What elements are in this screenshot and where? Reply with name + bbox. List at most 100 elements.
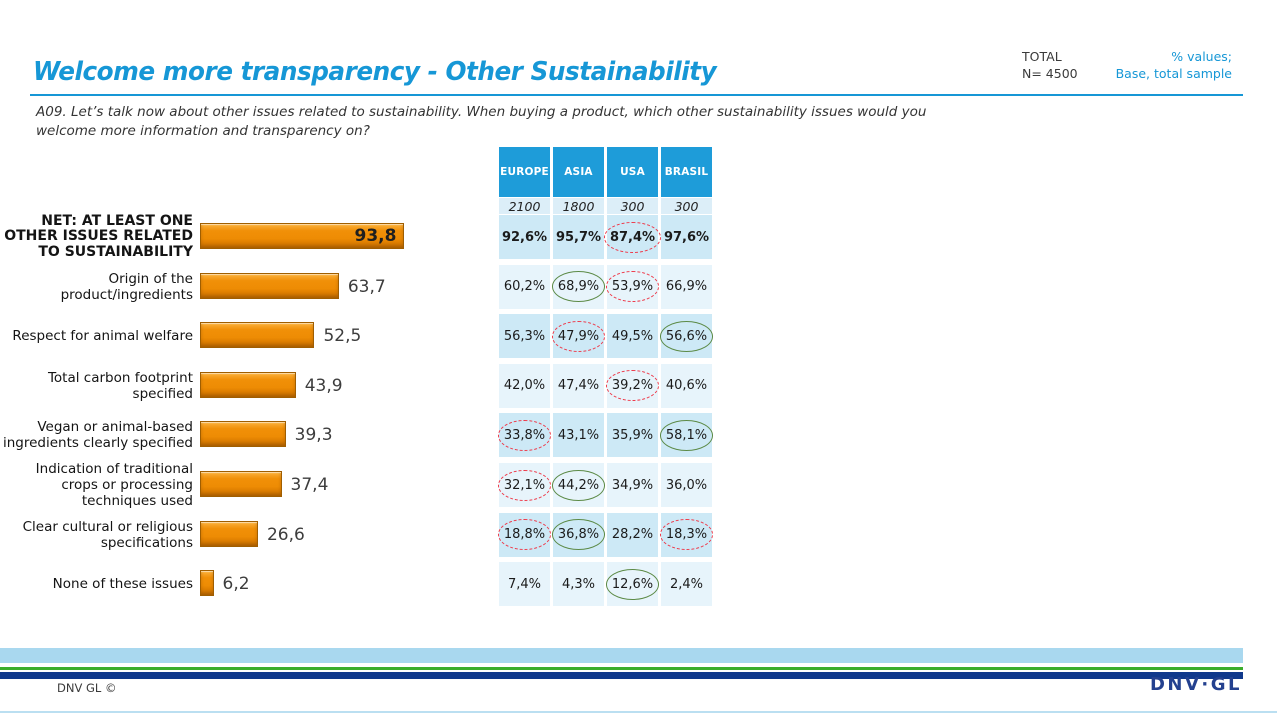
table-cell: 28,2% [607,512,658,557]
table-cell: 95,7% [553,215,604,259]
bar-value-label: 26,6 [266,524,305,545]
significance-circle-green: 44,2% [551,469,606,501]
total-n: N= 4500 [1022,65,1078,81]
chart-row: NET: AT LEAST ONE OTHER ISSUES RELATED T… [0,212,500,260]
table-cell: 36,8% [551,512,606,557]
column-header: EUROPE [499,147,550,197]
table-cell: 35,9% [607,413,658,458]
table-cell: 34,9% [607,463,658,507]
bar [200,371,296,398]
values-note: % values; Base, total sample [1116,49,1232,82]
significance-circle-red: 39,2% [605,370,660,402]
table-cell: 39,2% [605,363,660,408]
significance-circle-red: 18,3% [659,519,714,551]
category-label: Clear cultural or religious specificatio… [22,518,193,551]
table-cell: 49,5% [607,314,658,359]
table-cell: 92,6% [499,215,550,259]
table-cell: 97,6% [661,215,712,259]
question-line1: A09. Let’s talk now about other issues r… [36,104,927,120]
table-header-row: EUROPE ASIA USA BRASIL [499,147,712,197]
table-cell: 18,3% [659,512,714,557]
table-row: 33,8% 43,1% 35,9% 58,1% [497,413,714,458]
significance-circle-red: 47,9% [551,320,606,352]
table-cell: 60,2% [499,264,550,309]
bar-value-label: 39,3 [294,425,333,446]
category-label: NET: AT LEAST ONE OTHER ISSUES RELATED T… [4,212,193,260]
bottom-border-line [0,711,1277,713]
question-text: A09. Let’s talk now about other issues r… [36,103,926,140]
bar [200,272,339,299]
chart-row: Indication of traditional crops or proce… [0,461,500,509]
table-cell: 33,8% [497,413,552,458]
table-cell: 12,6% [605,562,660,607]
category-label: Indication of traditional crops or proce… [35,461,193,509]
chart-row: None of these issues 6,2 [0,562,500,606]
table-cell: 56,3% [499,314,550,359]
base-size-cell: 2100 [499,198,550,214]
bar [200,471,282,497]
bar [200,322,315,349]
table-cell: 47,9% [551,314,606,359]
total-label: TOTAL [1022,49,1062,64]
chart-row: Respect for animal welfare 52,5 [0,314,500,358]
footer-stripe-green [0,667,1243,670]
significance-circle-red: 53,9% [605,271,660,303]
question-line2: welcome more information and transparenc… [36,122,370,139]
table-row: 7,4% 4,3% 12,6% 2,4% [499,562,712,607]
footer-stripe-lightblue [0,648,1243,663]
column-header: ASIA [553,147,604,197]
category-label: Vegan or animal-based ingredients clearl… [2,419,193,452]
table-cell: 68,9% [551,264,606,309]
significance-circle-green: 58,1% [659,419,714,451]
bar: 93,8 [200,223,405,249]
chart-row: Total carbon footprint specified 43,9 [0,364,500,408]
bar-value-label: 52,5 [323,326,362,347]
table-row: 32,1% 44,2% 34,9% 36,0% [497,463,712,507]
bar-value-label: 43,9 [304,375,343,396]
category-label: Respect for animal welfare [12,328,193,345]
table-cell: 43,1% [553,413,604,458]
base-size-cell: 1800 [553,198,604,214]
significance-circle-red: 18,8% [497,519,552,551]
table-cell: 58,1% [659,413,714,458]
category-label: None of these issues [52,576,193,593]
base-size-row: 2100 1800 300 300 [499,198,712,214]
dnv-gl-logo: DNV·GL [1149,674,1242,695]
footer-stripe-navy [0,672,1243,679]
table-cell: 40,6% [661,363,712,408]
column-header: USA [607,147,658,197]
table-row: 18,8% 36,8% 28,2% 18,3% [497,512,714,557]
bar [200,570,214,597]
chart-row: Vegan or animal-based ingredients clearl… [0,413,500,457]
significance-circle-green: 68,9% [551,271,606,303]
table-cell: 87,4% [603,215,662,259]
table-cell: 56,6% [659,314,714,359]
title-divider [30,94,1243,96]
bar-value-label: 63,7 [347,276,386,297]
table-cell: 42,0% [499,363,550,408]
table-cell: 2,4% [661,562,712,607]
significance-circle-red: 87,4% [603,221,662,253]
significance-circle-red: 32,1% [497,469,552,501]
copyright-text: DNV GL © [57,681,117,695]
chart-row: Origin of the product/ingredients 63,7 [0,265,500,309]
total-block: TOTAL N= 4500 [1022,49,1078,82]
table-row: 92,6% 95,7% 87,4% 97,6% [499,215,712,259]
table-cell: 18,8% [497,512,552,557]
table-cell: 36,0% [661,463,712,507]
base-size-cell: 300 [661,198,712,214]
page-title: Welcome more transparency - Other Sustai… [33,57,717,87]
bar-value-label: 93,8 [354,226,397,246]
table-cell: 32,1% [497,463,552,507]
values-note-line2: Base, total sample [1115,65,1232,81]
table-row: 42,0% 47,4% 39,2% 40,6% [499,363,712,408]
chart-row: Clear cultural or religious specificatio… [0,513,500,557]
significance-circle-red: 33,8% [497,419,552,451]
table-cell: 4,3% [553,562,604,607]
category-label: Total carbon footprint specified [47,369,193,402]
bar-value-label: 37,4 [290,475,329,495]
table-row: 60,2% 68,9% 53,9% 66,9% [499,264,712,309]
category-label: Origin of the product/ingredients [60,270,193,303]
